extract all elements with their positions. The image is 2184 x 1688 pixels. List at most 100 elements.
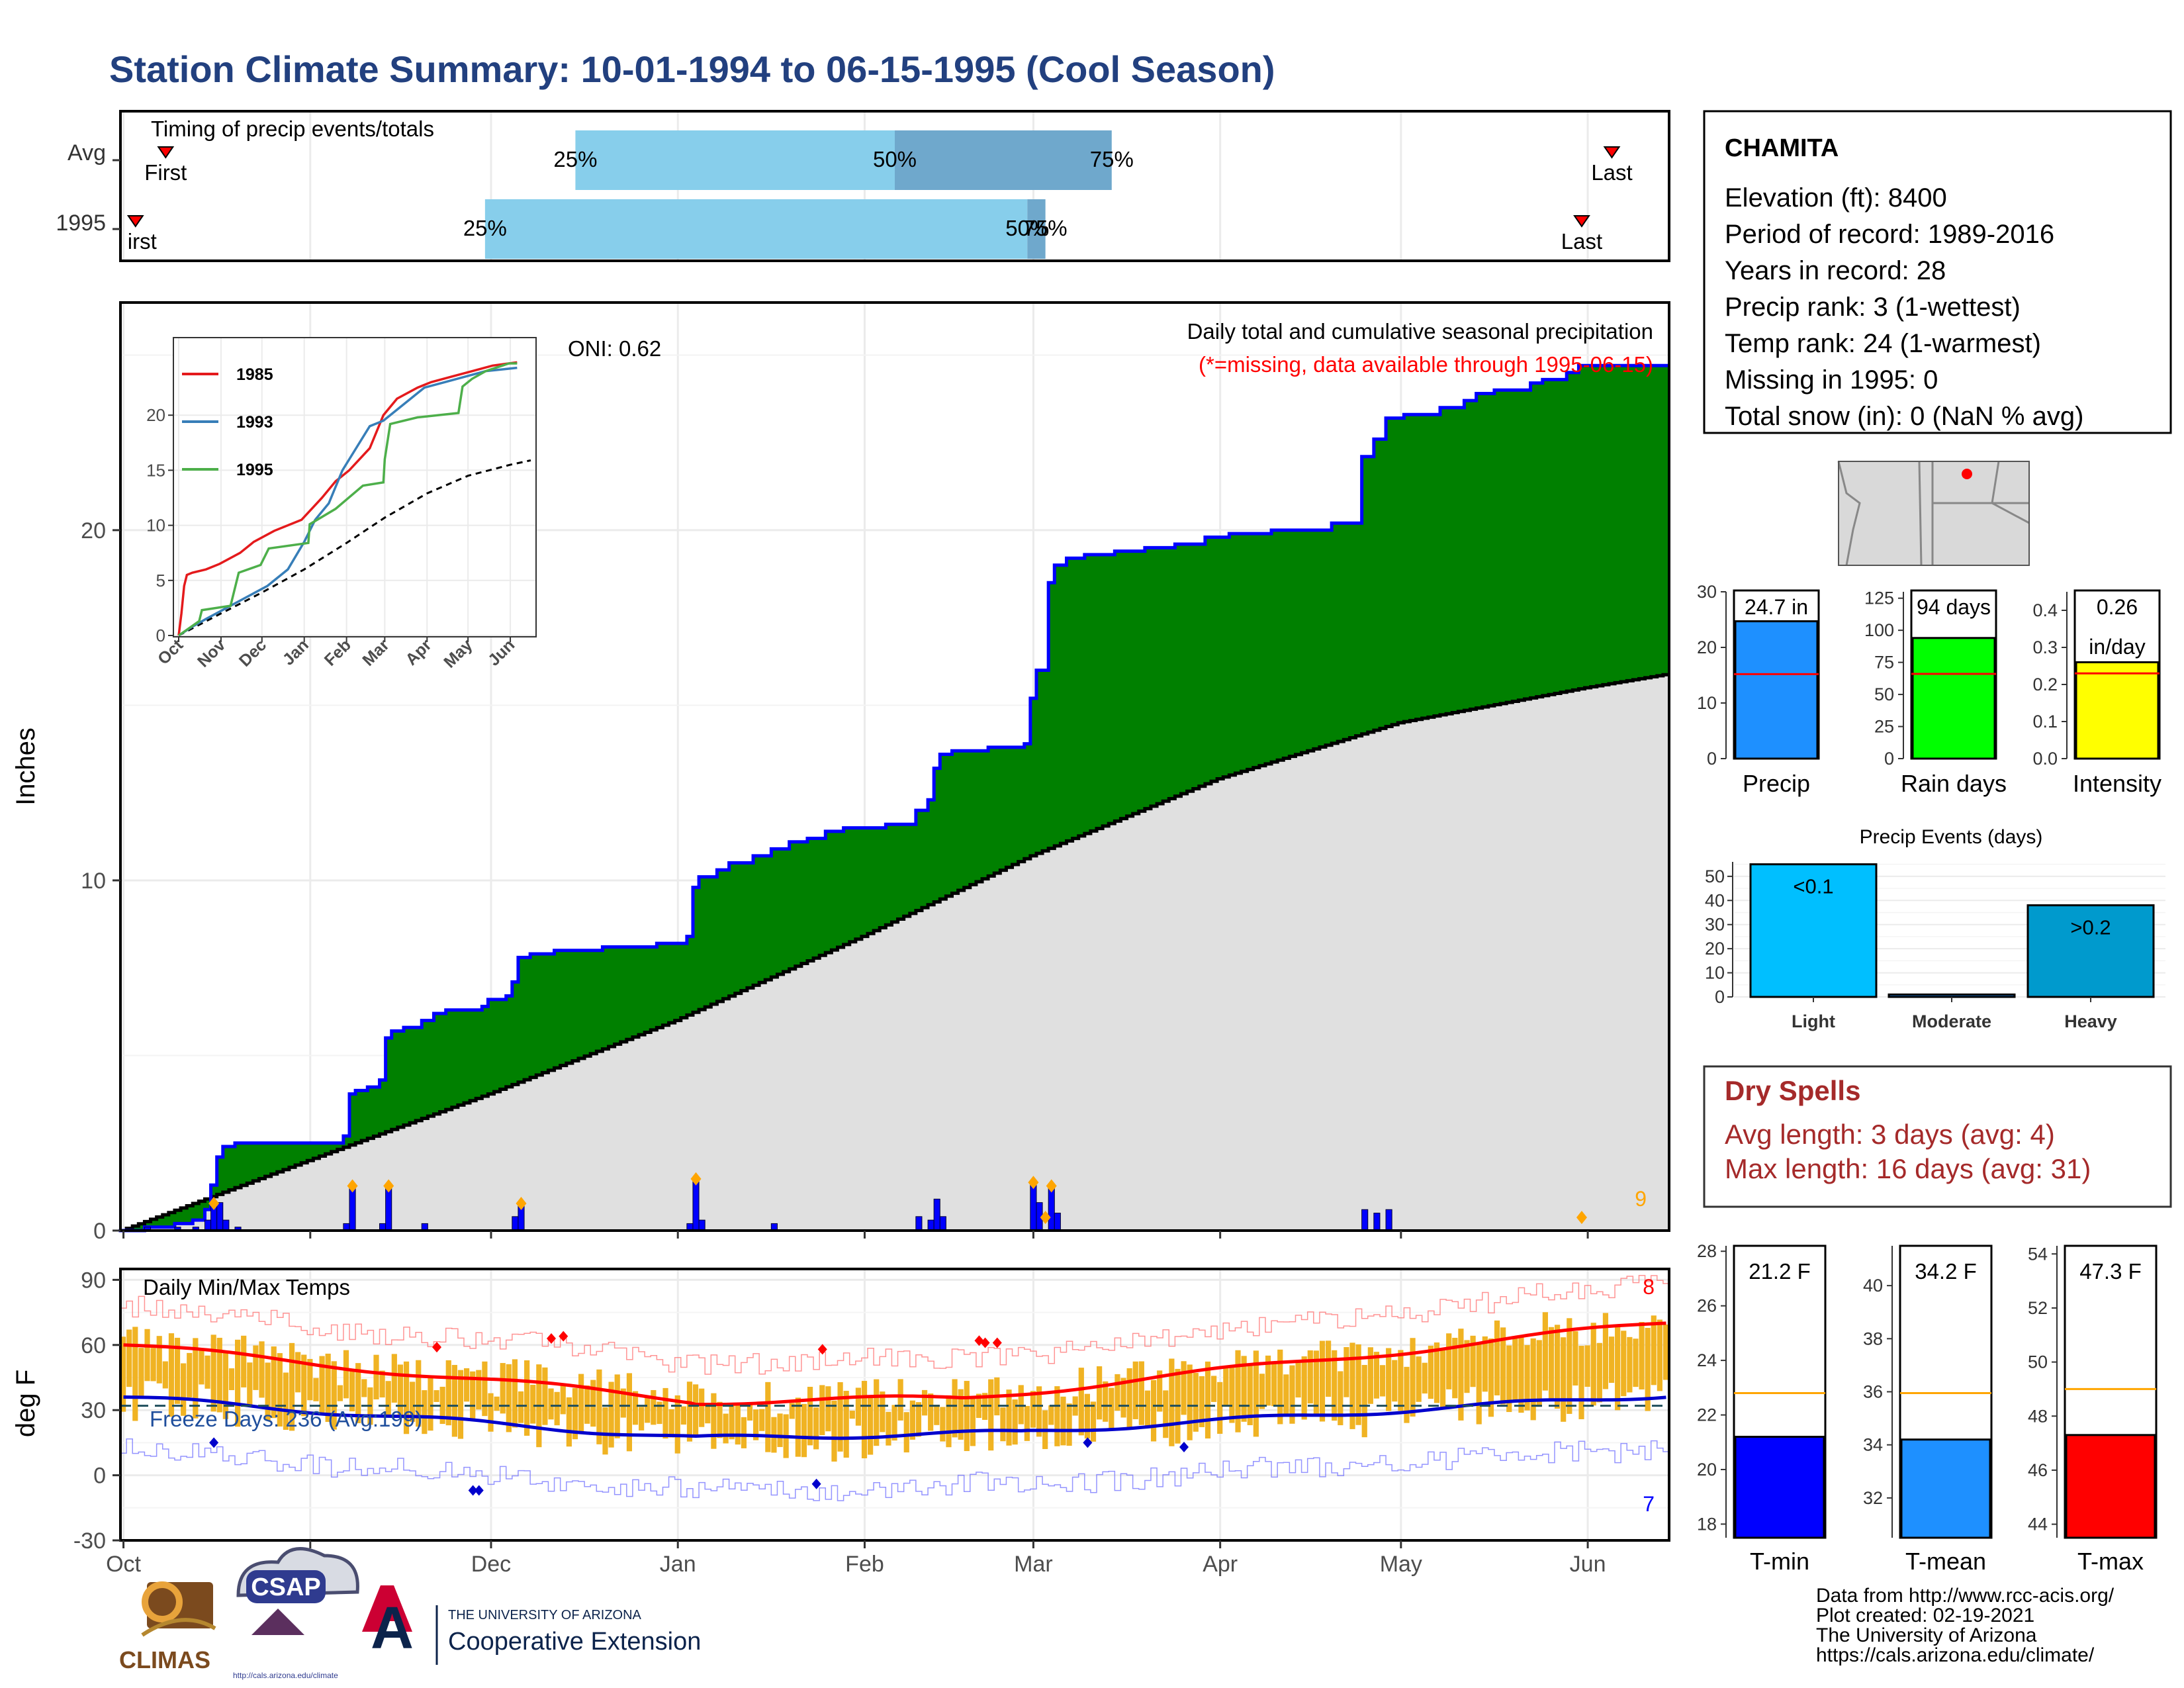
daily-temp-range-bar	[1548, 1327, 1555, 1401]
daily-temp-range-bar	[1319, 1340, 1326, 1422]
daily-temp-range-bar	[1355, 1344, 1361, 1425]
daily-temp-range-bar	[1120, 1378, 1126, 1418]
daily-temp-range-bar	[126, 1329, 132, 1387]
daily-temp-range-bar	[265, 1362, 271, 1421]
timing-label: Timing of precip events/totals	[151, 117, 434, 141]
logos: CLIMAS CSAP http://cals.arizona.edu/clim…	[119, 1547, 701, 1680]
station-info-box: CHAMITA Elevation (ft): 8400 Period of re…	[1703, 110, 2172, 434]
daily-temp-range-bar	[686, 1382, 693, 1442]
daily-temp-range-bar	[253, 1345, 259, 1390]
daily-temp-range-bar	[241, 1335, 247, 1387]
dry-spells-box: Dry Spells Avg length: 3 days (avg: 4) M…	[1703, 1065, 2172, 1208]
daily-temp-range-bar	[1193, 1372, 1199, 1432]
daily-temp-range-bar	[373, 1354, 379, 1400]
daily-temp-range-bar	[777, 1413, 783, 1447]
station-info-line: Total snow (in): 0 (NaN % avg)	[1725, 402, 2083, 431]
daily-temp-range-bar	[530, 1384, 536, 1424]
summary-bar-ytick-label: 0.4	[2032, 600, 2058, 620]
temp-summary-ytick-label: 54	[2028, 1244, 2048, 1264]
daily-temp-range-bar	[651, 1389, 657, 1425]
daily-temp-range-bar	[1295, 1360, 1301, 1398]
daily-temp-range-bar	[909, 1400, 915, 1440]
station-location-marker	[1962, 469, 1972, 479]
daily-temp-range-bar	[1289, 1365, 1295, 1424]
station-frame	[1703, 110, 2172, 434]
record-min-line	[120, 1438, 1669, 1501]
temp-summary-value: 21.2 F	[1749, 1259, 1811, 1284]
inset-series-line	[178, 366, 518, 637]
daily-temp-range-bar	[1241, 1356, 1247, 1422]
daily-temp-range-bar	[1006, 1389, 1012, 1446]
daily-temp-range-bar	[765, 1382, 771, 1452]
daily-temp-range-bar	[1500, 1327, 1506, 1405]
timing-first-marker	[157, 146, 175, 159]
daily-temp-range-bar	[680, 1406, 686, 1425]
daily-temp-range-bar	[1651, 1315, 1657, 1385]
dry-title: Dry Spells	[1725, 1075, 1860, 1106]
daily-temp-range-bar	[1229, 1366, 1235, 1423]
daily-temp-range-bar	[645, 1395, 651, 1423]
daily-temp-range-bar	[138, 1348, 144, 1396]
daily-temp-range-bar	[331, 1361, 337, 1430]
daily-temp-range-bar	[120, 1336, 126, 1412]
daily-precip-bar	[1054, 1213, 1061, 1231]
daily-temp-range-bar	[307, 1358, 313, 1401]
daily-temp-range-bar	[174, 1337, 181, 1404]
temp-summary-bar	[2065, 1434, 2156, 1539]
inset-frame	[173, 337, 537, 637]
heavy-event-marker	[1046, 1179, 1057, 1193]
temp-summary-name: T-max	[2077, 1548, 2144, 1575]
daily-temp-range-bar	[1036, 1386, 1042, 1437]
daily-temp-range-bar	[1645, 1327, 1651, 1411]
inset-ytick-label: 10	[146, 516, 165, 536]
daily-temp-range-bar	[416, 1360, 422, 1427]
daily-precip-bar	[1030, 1184, 1037, 1231]
daily-temp-range-bar	[1446, 1333, 1452, 1389]
heavy-event-marker	[1040, 1211, 1051, 1225]
daily-temp-range-bar	[1030, 1391, 1036, 1428]
summary-bar-ytick-label: 0.0	[2032, 749, 2058, 769]
csap-logo: CSAP http://cals.arizona.edu/climate	[233, 1547, 359, 1680]
daily-temp-range-bar	[1066, 1403, 1072, 1446]
daily-temp-range-bar	[976, 1393, 982, 1419]
daily-temp-range-bar	[837, 1382, 843, 1452]
daily-temp-range-bar	[187, 1352, 193, 1398]
temp-summary-ytick-label: 20	[1697, 1460, 1717, 1479]
daily-temp-range-bar	[1144, 1390, 1151, 1429]
daily-temp-range-bar	[1482, 1336, 1488, 1392]
station-info-line: Years in record: 28	[1725, 256, 1946, 285]
daily-temp-range-bar	[807, 1387, 813, 1446]
events-xtick-label: Heavy	[2064, 1011, 2117, 1031]
summary-bar-ytick-label: 50	[1874, 684, 1894, 704]
temps-ytick-label: 90	[81, 1268, 106, 1293]
credit-data-source: Data from http://www.rcc-acis.org/	[1816, 1585, 2115, 1607]
precip-frame	[119, 301, 1670, 1232]
daily-temp-range-bar	[662, 1387, 668, 1439]
precip-ytick-label: 20	[81, 518, 106, 543]
heavy-event-marker	[516, 1196, 527, 1210]
daily-temp-range-bar	[457, 1370, 464, 1439]
daily-precip-bar	[915, 1216, 923, 1231]
timing-last-label: Last	[1561, 229, 1602, 254]
temp-summary-name: T-min	[1750, 1548, 1809, 1575]
daily-temp-range-bar	[921, 1389, 928, 1416]
temp-summary-chart: 34.2 F 32 34 36 38 40 T-mean	[1863, 1244, 1993, 1575]
month-label: Feb	[845, 1552, 884, 1577]
daily-temp-range-bar	[1428, 1345, 1433, 1399]
daily-temp-range-bar	[1259, 1374, 1265, 1409]
daily-temp-range-bar	[590, 1380, 596, 1427]
timing-label-25: 25%	[463, 216, 507, 240]
daily-temp-range-bar	[1379, 1365, 1386, 1397]
daily-temp-range-bar	[1138, 1361, 1144, 1425]
daily-temp-range-bar	[428, 1377, 433, 1431]
state-borders	[1837, 461, 2030, 566]
inset-background	[173, 338, 536, 637]
daily-temp-range-bar	[1633, 1338, 1639, 1387]
temp-summary-ytick-label: 28	[1697, 1241, 1717, 1261]
month-label: Dec	[471, 1552, 511, 1577]
daily-temp-range-bar	[1433, 1342, 1440, 1403]
daily-temp-range-bar	[216, 1337, 222, 1413]
daily-temp-range-bar	[476, 1370, 482, 1410]
daily-temp-range-bar	[512, 1359, 518, 1428]
precip-legend-line1: Daily total and cumulative seasonal prec…	[1187, 319, 1653, 344]
